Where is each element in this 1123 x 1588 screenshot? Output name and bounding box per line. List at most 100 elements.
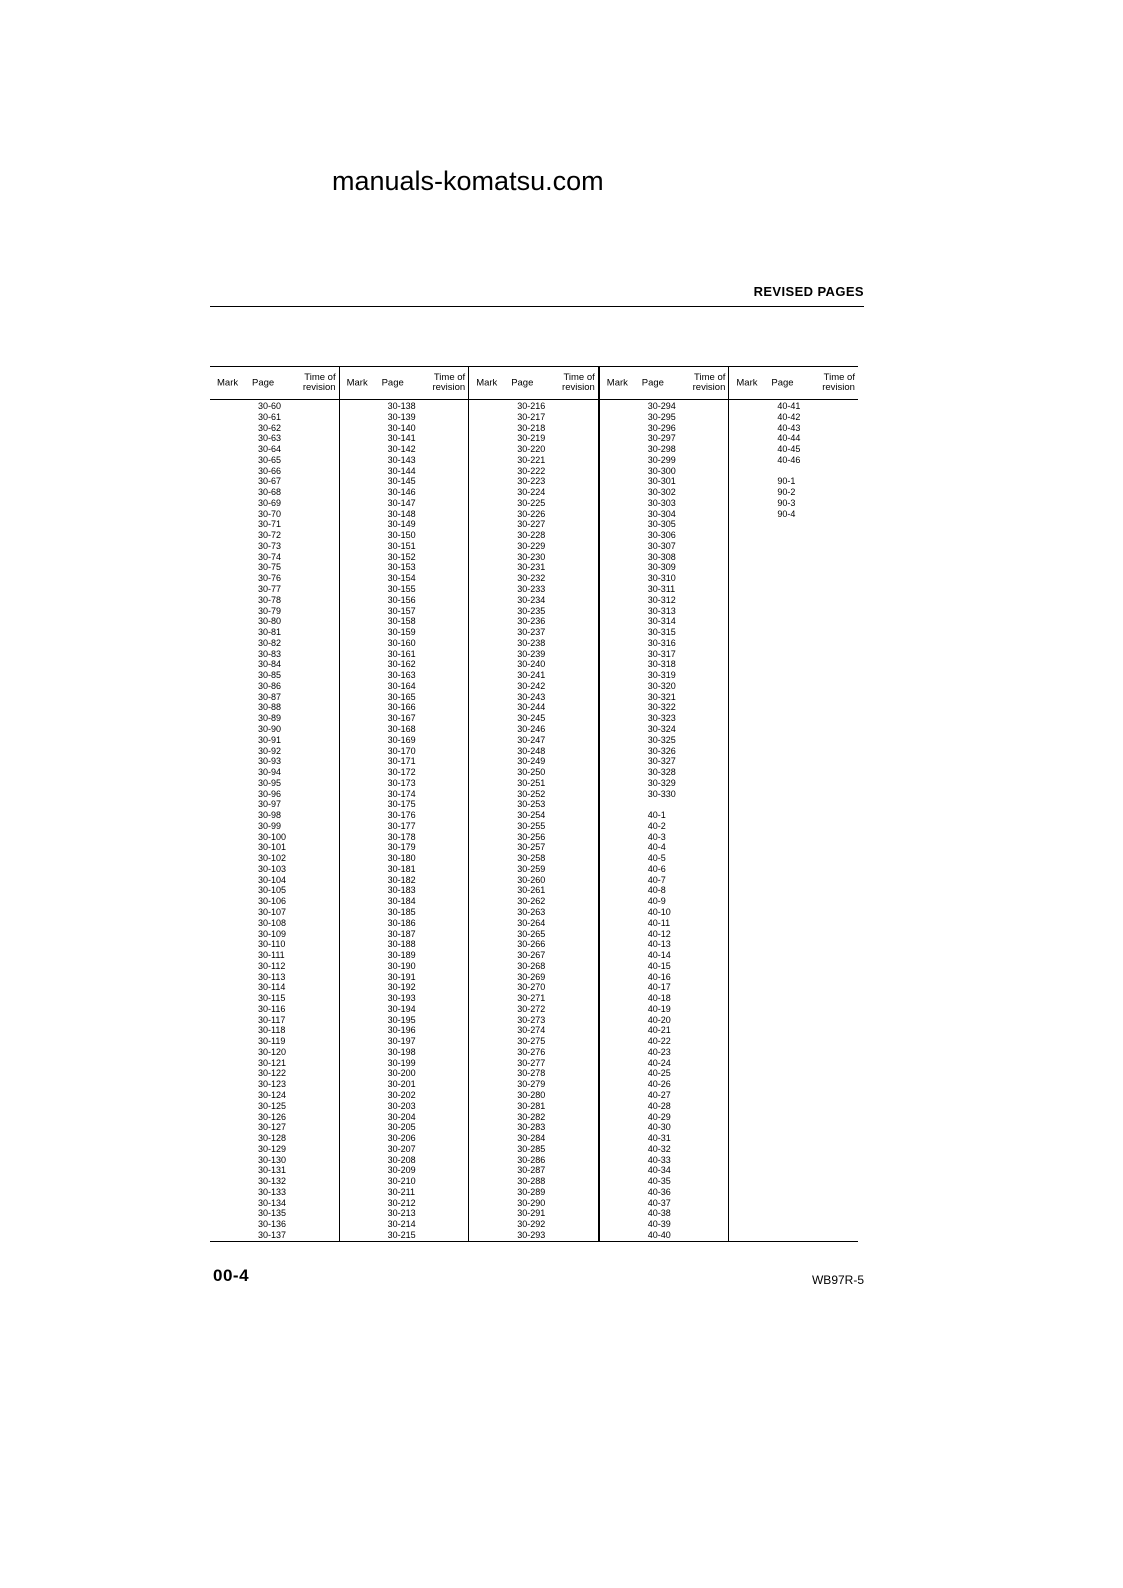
page-cell: 30-85 — [258, 670, 282, 681]
page-cell: 40-29 — [647, 1111, 671, 1122]
page-cell: 30-62 — [258, 422, 282, 433]
page-cell: 30-219 — [517, 433, 546, 444]
page-cell: 30-178 — [387, 831, 416, 842]
page-cell: 30-206 — [387, 1133, 416, 1144]
page-cell: 30-314 — [647, 616, 676, 627]
page-cell: 30-305 — [647, 519, 676, 530]
page-cell: 30-168 — [387, 723, 416, 734]
page-cell: 30-69 — [258, 497, 282, 508]
page-cell: 30-192 — [387, 982, 416, 993]
page-cell: 30-173 — [387, 777, 416, 788]
page-cell: 40-37 — [647, 1197, 671, 1208]
page-cell: 30-223 — [517, 476, 546, 487]
page-cell: 30-306 — [647, 530, 676, 541]
page-cell: 30-191 — [387, 971, 416, 982]
page-cell: 30-134 — [258, 1197, 287, 1208]
page-cell: 30-270 — [517, 982, 546, 993]
page-cell: 30-228 — [517, 530, 546, 541]
col-header-page: Page — [511, 377, 534, 389]
page-cell: 30-286 — [517, 1154, 546, 1165]
page-cell: 40-44 — [777, 433, 801, 444]
page-cell: 30-163 — [387, 670, 416, 681]
page-cell: 30-156 — [387, 594, 416, 605]
page-cell: 30-236 — [517, 616, 546, 627]
page-cell: 30-171 — [387, 756, 416, 767]
page-cell: 30-66 — [258, 465, 282, 476]
page-cell: 30-315 — [647, 627, 676, 638]
page-cell: 30-146 — [387, 487, 416, 498]
page-cell: 90-1 — [777, 476, 796, 487]
page-cell: 30-279 — [517, 1079, 546, 1090]
page-cell: 30-261 — [517, 885, 546, 896]
page-cell: 30-205 — [387, 1122, 416, 1133]
page-cell: 30-84 — [258, 659, 282, 670]
page-cell: 30-276 — [517, 1046, 546, 1057]
page-cell: 30-199 — [387, 1057, 416, 1068]
page-cell: 30-96 — [258, 788, 282, 799]
page-cell: 30-121 — [258, 1057, 287, 1068]
page-cell: 30-320 — [647, 680, 676, 691]
page-cell: 30-176 — [387, 810, 416, 821]
page-cell: 30-124 — [258, 1090, 287, 1100]
page-cell: 40-20 — [647, 1014, 671, 1025]
page-cell: 30-321 — [647, 691, 676, 702]
page-cell: 30-243 — [517, 691, 546, 702]
revised-pages-table: Mark Page Time of revision 30-60 30-61 30-62 30… — [210, 366, 858, 1242]
page-cell: 90-4 — [777, 508, 796, 519]
page-cell: 30-256 — [517, 831, 546, 842]
col-header-time-of-revision: Time of revision — [822, 372, 855, 393]
table-column-group: Mark Page Time of revision 30-138 30-139 30-14… — [338, 367, 469, 1241]
page-cell: 30-313 — [647, 605, 676, 616]
page-cell: 30-251 — [517, 777, 546, 788]
page-cell: 30-74 — [258, 551, 282, 562]
page-cell: 30-229 — [517, 540, 546, 551]
page-cell: 40-7 — [647, 874, 666, 885]
page-cell: 30-160 — [387, 637, 416, 648]
page-cell: 30-77 — [258, 584, 282, 595]
table-column-body: 30-216 30-217 30-218 30-219 30-220 30-221 30-2… — [469, 400, 598, 1241]
page-cell: 40-38 — [647, 1208, 671, 1219]
page-cell: 30-184 — [387, 896, 416, 907]
page-cell: 30-185 — [387, 906, 416, 917]
page-cell: 30-117 — [258, 1014, 286, 1025]
page-cell: 30-211 — [387, 1186, 415, 1197]
page-cell: 30-245 — [517, 713, 546, 724]
col-header-time-of-revision: Time of revision — [432, 372, 466, 393]
table-column-header-row: Mark Page Time of revision — [469, 367, 598, 400]
page-cell: 30-90 — [258, 723, 282, 734]
page-cell: 30-202 — [387, 1090, 416, 1100]
page-cell: 30-272 — [517, 1003, 546, 1014]
page-cell: 30-104 — [258, 874, 287, 885]
page-cell: 40-15 — [647, 960, 671, 971]
page-cell: 40-32 — [647, 1143, 671, 1154]
page-cell: 30-218 — [517, 422, 546, 433]
page-cell: 30-149 — [387, 519, 416, 530]
col-header-mark: Mark — [606, 377, 628, 389]
page-cell: 40-4 — [647, 842, 666, 853]
page-cell: 30-61 — [258, 411, 282, 422]
table-column-header-row: Mark Page Time of revision — [339, 367, 469, 400]
page-cell: 30-167 — [387, 713, 416, 724]
page-cell: 30-214 — [387, 1219, 416, 1230]
page-cell: 30-295 — [647, 411, 676, 422]
table-column-body: 30-138 30-139 30-140 30-141 30-142 30-143 30-1… — [340, 400, 469, 1241]
page-cell: 30-123 — [258, 1079, 287, 1090]
page-cell: 40-13 — [647, 939, 671, 950]
page-cell: 30-258 — [517, 853, 546, 864]
col-header-page: Page — [771, 377, 794, 389]
page-cell: 30-95 — [258, 777, 282, 788]
page-cell: 30-119 — [258, 1036, 286, 1047]
col-header-mark: Mark — [736, 377, 758, 389]
page-cell: 40-24 — [647, 1057, 671, 1068]
page-cell: 30-217 — [517, 411, 546, 422]
page-cell: 30-324 — [647, 723, 676, 734]
page-cell: 30-277 — [517, 1057, 546, 1068]
page-cell: 30-271 — [517, 993, 546, 1004]
page-cell: 30-132 — [258, 1176, 287, 1187]
page-cell: 30-213 — [387, 1208, 416, 1219]
page-cell: 30-327 — [647, 756, 676, 767]
page-cell: 30-311 — [647, 584, 676, 595]
page-cell: 30-75 — [258, 562, 282, 573]
page-cell: 30-207 — [387, 1143, 416, 1154]
page-cell: 30-280 — [517, 1090, 546, 1100]
